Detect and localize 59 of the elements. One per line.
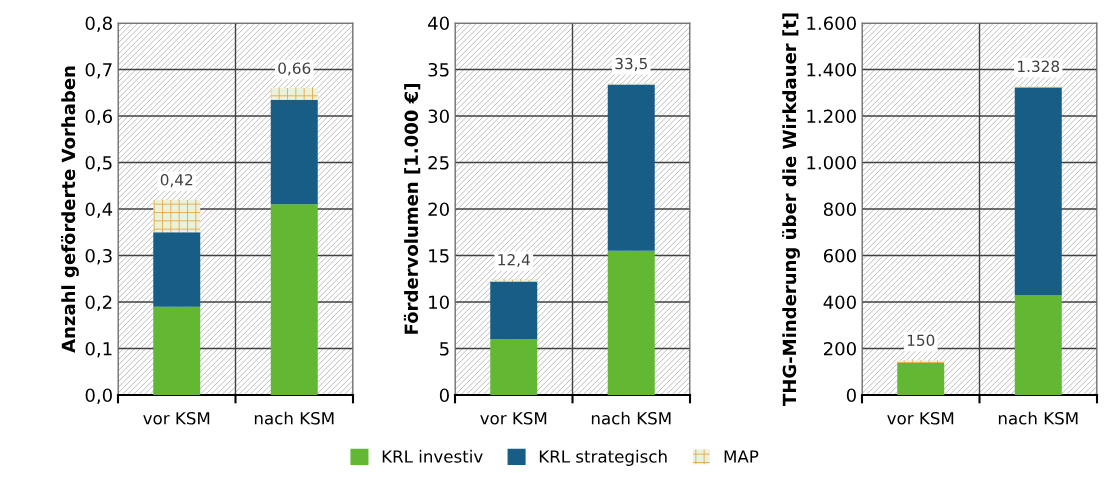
y-tick-label: 0,7 [85,62,112,79]
x-tick-label: vor KSM [887,411,954,425]
legend-label: KRL strategisch [539,449,667,466]
y-tick-label: 0,8 [85,16,112,32]
y-tick-label: 0 [439,388,449,403]
y-tick-label: 5 [440,342,449,356]
y-tick-label: 25 [428,155,449,170]
total-label: 150 [907,334,935,346]
y-tick-label: 10 [429,295,449,310]
bar [1014,87,1062,296]
legend-label: MAP [724,450,759,463]
total-label: 0,42 [160,174,193,188]
bar [490,281,538,340]
y-tick-label: 0,4 [85,202,113,218]
x-tick-label: nach KSM [254,411,334,425]
y-tick-label: 1.200 [807,109,856,124]
bar [153,306,201,395]
y-axis-title: THG-Minderung über die Wirkdauer [t] [782,13,800,406]
y-tick-label: 1.400 [807,62,856,77]
bar [270,88,318,100]
bar [897,360,945,363]
y-tick-label: 0,5 [85,155,112,172]
bar [270,204,318,395]
bar [607,250,655,395]
y-tick-label: 0,6 [85,109,112,125]
bar [153,232,201,307]
y-tick-label: 0 [846,388,856,403]
y-tick-label: 20 [428,202,449,217]
y-tick-label: 15 [429,249,449,263]
bar [607,84,655,251]
y-tick-label: 0,1 [85,341,112,358]
y-axis-title: Fördervolumen [1.000 €] [403,84,421,334]
y-axis-title: Anzahl geförderte Vorhaben [61,66,79,353]
total-label: 0,66 [278,62,311,76]
y-tick-label: 0,0 [85,388,112,404]
y-tick-label: 40 [428,16,449,31]
y-tick-label: 600 [823,248,856,263]
legend-label: KRL investiv [382,449,483,463]
x-tick-label: vor KSM [480,411,547,425]
y-tick-label: 35 [428,62,449,77]
total-label: 12,4 [498,254,530,268]
y-tick-label: 1.000 [807,155,856,170]
x-tick-label: nach KSM [998,411,1078,425]
x-tick-label: nach KSM [591,411,671,425]
bar [270,99,318,205]
x-tick-label: vor KSM [143,411,210,425]
bar [1014,295,1062,395]
bar [897,362,945,395]
y-tick-label: 30 [428,109,449,124]
total-label: 1.328 [1018,60,1060,73]
bar [490,339,538,395]
y-tick-label: 0,2 [85,295,112,311]
y-tick-label: 1.600 [807,16,856,31]
y-tick-label: 0,3 [85,248,112,265]
y-tick-label: 200 [824,341,856,356]
y-tick-label: 800 [823,202,856,217]
bar [153,199,201,233]
total-label: 33,5 [615,57,647,71]
y-tick-label: 400 [823,295,856,310]
